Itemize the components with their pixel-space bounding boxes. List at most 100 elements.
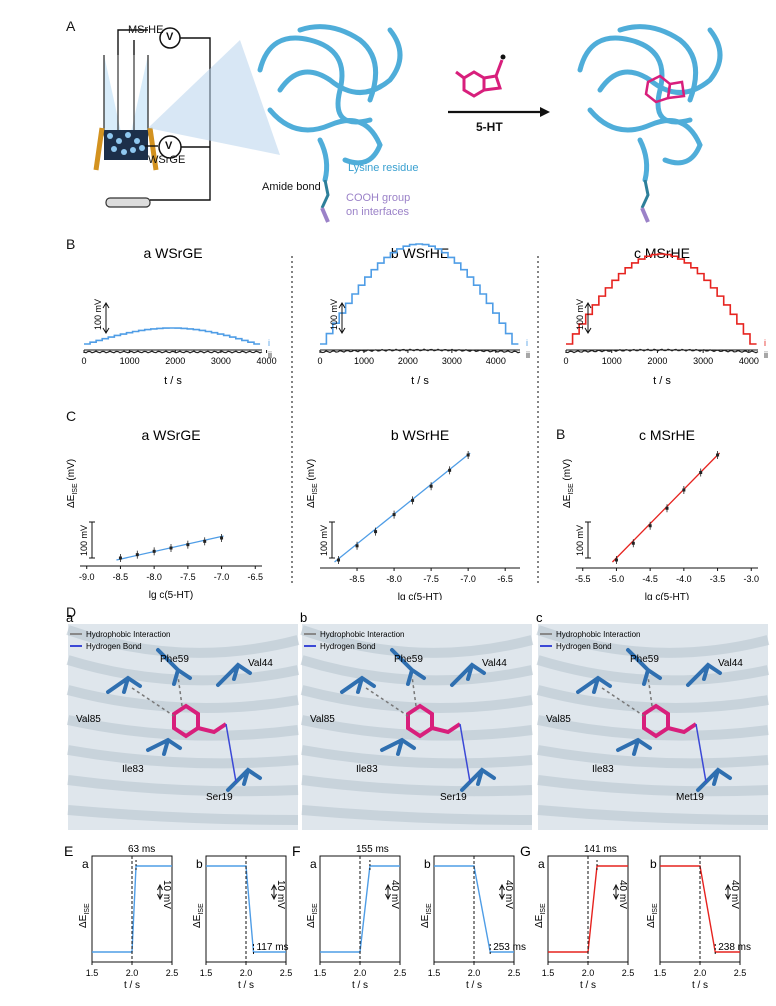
data-point bbox=[152, 549, 156, 553]
data-point bbox=[118, 556, 122, 560]
x-tick-label: 1000 bbox=[120, 356, 140, 366]
x-tick-label: -6.5 bbox=[248, 572, 264, 582]
residue-label: Ile83 bbox=[592, 764, 614, 775]
panel-letter: G bbox=[520, 843, 531, 859]
residue-label: Val85 bbox=[546, 714, 571, 725]
y-axis-label: ΔEISE (mV) bbox=[306, 459, 319, 508]
data-point bbox=[411, 498, 415, 502]
plot-title: b WSrHE bbox=[391, 427, 449, 443]
ligand-chain bbox=[197, 722, 228, 735]
y-axis-label: ΔEISE (mV) bbox=[66, 459, 79, 508]
sub-letter: b bbox=[424, 857, 431, 871]
residue-stick bbox=[460, 767, 496, 792]
residue-label: Met19 bbox=[676, 792, 704, 803]
scale-arrows bbox=[725, 883, 731, 901]
response-time: 117 ms bbox=[256, 942, 288, 953]
scale-label: 40 mV bbox=[389, 880, 400, 909]
sub-letter: b bbox=[300, 610, 307, 625]
x-axis-label: t / s bbox=[580, 980, 596, 991]
ribbon-shadow bbox=[300, 625, 534, 658]
data-point bbox=[716, 453, 720, 457]
scale-label: 100 mV bbox=[79, 525, 89, 556]
y-axis-label: ΔEISE (mV) bbox=[562, 459, 575, 508]
hydrophobic-line bbox=[365, 687, 409, 717]
ribbon-shadow bbox=[66, 655, 300, 686]
x-tick-label: 1000 bbox=[354, 356, 374, 366]
trace-ii-label: ii bbox=[764, 350, 768, 360]
data-point bbox=[186, 543, 190, 547]
panel-letter: E bbox=[64, 843, 73, 859]
x-tick-label: 0 bbox=[317, 356, 322, 366]
x-tick-label: 0 bbox=[563, 356, 568, 366]
scale-arrows bbox=[499, 883, 505, 901]
x-tick-label: 2.0 bbox=[582, 968, 595, 978]
residue-label: Val44 bbox=[248, 658, 273, 669]
scale-label: 40 mV bbox=[503, 880, 514, 909]
x-tick-label: 2.5 bbox=[166, 968, 179, 978]
data-point bbox=[466, 453, 470, 457]
plot-title: a WSrGE bbox=[141, 427, 200, 443]
scale-arrows bbox=[338, 302, 346, 334]
x-tick-label: 2.5 bbox=[734, 968, 747, 978]
data-point bbox=[699, 471, 703, 474]
trace-i-label: i bbox=[764, 338, 766, 348]
arrow-5ht-label: 5-HT bbox=[476, 120, 503, 134]
x-tick-label: -8.0 bbox=[386, 574, 402, 584]
x-tick-label: 2.0 bbox=[694, 968, 707, 978]
x-axis-label: t / s bbox=[411, 375, 429, 387]
scale-arrows bbox=[385, 883, 391, 901]
sub-letter: a bbox=[82, 857, 89, 871]
lysine-label: Lysine residue bbox=[348, 162, 419, 174]
protein-ribbon-left bbox=[257, 24, 403, 183]
scale-label: 40 mV bbox=[617, 880, 628, 909]
response-time: 141 ms bbox=[584, 844, 617, 855]
residue-label: Val85 bbox=[310, 714, 335, 725]
response-trace bbox=[660, 865, 740, 953]
residue-stick bbox=[340, 675, 376, 694]
scale-arrows bbox=[584, 302, 592, 334]
data-point bbox=[448, 468, 452, 472]
hydrophobic-line bbox=[177, 675, 183, 707]
data-point bbox=[374, 530, 378, 534]
residue-stick bbox=[450, 662, 486, 687]
hydrophobic-line bbox=[131, 687, 175, 717]
x-tick-label: -8.5 bbox=[113, 572, 129, 582]
trace-i-label: i bbox=[268, 338, 270, 348]
residue-stick bbox=[616, 737, 652, 756]
free-5ht-molecule bbox=[455, 59, 504, 98]
x-tick-label: -5.0 bbox=[609, 574, 625, 584]
x-tick-label: 1.5 bbox=[86, 968, 99, 978]
scale-label: 40 mV bbox=[729, 880, 740, 909]
data-point bbox=[682, 488, 686, 492]
ribbon-shadow bbox=[536, 625, 770, 658]
legend-hbond: Hydrogen Bond bbox=[86, 642, 142, 651]
residue-stick bbox=[146, 737, 182, 756]
legend-hydrophobic: Hydrophobic Interaction bbox=[320, 630, 405, 639]
residue-label: Val44 bbox=[482, 658, 507, 669]
x-tick-label: -7.0 bbox=[214, 572, 230, 582]
x-tick-label: 2.5 bbox=[280, 968, 293, 978]
x-tick-label: 2.0 bbox=[468, 968, 481, 978]
x-tick-label: -7.5 bbox=[423, 574, 439, 584]
ribbon-shadow bbox=[537, 775, 769, 797]
residue-label: Ser19 bbox=[206, 792, 233, 803]
response-trace bbox=[92, 865, 172, 953]
y-axis-label: ΔEISE bbox=[534, 903, 547, 928]
x-tick-label: 4000 bbox=[257, 356, 277, 366]
x-tick-label: 1.5 bbox=[200, 968, 213, 978]
response-trace bbox=[548, 865, 628, 953]
x-tick-label: 4000 bbox=[739, 356, 759, 366]
hbond-line bbox=[695, 723, 707, 783]
x-tick-label: -3.5 bbox=[710, 574, 726, 584]
x-tick-label: 1.5 bbox=[314, 968, 327, 978]
panel-letter-c: C bbox=[66, 408, 77, 424]
x-tick-label: 2000 bbox=[647, 356, 667, 366]
x-tick-label: 2.0 bbox=[240, 968, 253, 978]
x-tick-label: 4000 bbox=[486, 356, 506, 366]
scale-label: 100 mV bbox=[319, 525, 329, 556]
x-axis-label: lg c(5-HT) bbox=[149, 590, 193, 600]
panel-dividers bbox=[291, 256, 539, 586]
response-trace bbox=[320, 865, 400, 953]
response-time: 253 ms bbox=[493, 942, 526, 953]
sub-letter: a bbox=[66, 610, 74, 625]
